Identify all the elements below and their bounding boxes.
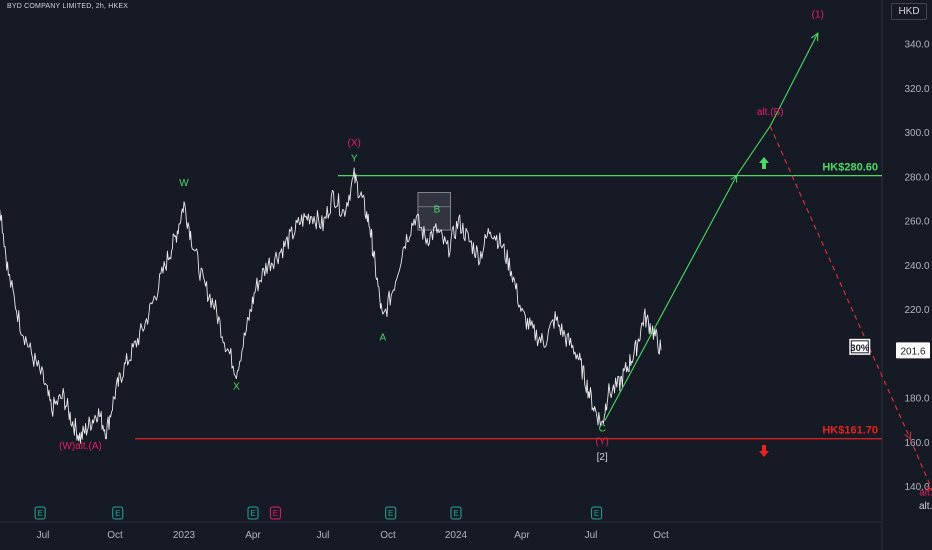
earnings-event-icon: E xyxy=(591,506,603,520)
wave-label: (Y) xyxy=(596,437,609,448)
earnings-event-icon-red: E xyxy=(269,506,281,520)
x-tick-label: Oct xyxy=(653,530,669,541)
event-marker-box xyxy=(247,506,259,520)
event-marker-box xyxy=(591,506,603,520)
up-arrow-shape xyxy=(759,157,769,169)
probability-badge xyxy=(849,338,871,355)
event-marker-glyph: E xyxy=(453,509,458,518)
currency-button[interactable]: HKD xyxy=(891,3,927,20)
y-tick-label: 160.0 xyxy=(904,438,929,449)
y-tick-label: 280.0 xyxy=(904,172,929,183)
earnings-event-icon: E xyxy=(385,506,397,520)
event-marker-glyph: E xyxy=(37,509,42,518)
wave-label: alt.(B) xyxy=(919,488,932,499)
earnings-event-icon: E xyxy=(112,506,124,520)
projection-mid-arrowhead xyxy=(904,431,912,440)
x-tick-label: 2023 xyxy=(173,530,196,541)
projection-mid-arrowhead xyxy=(730,174,738,183)
event-marker-box xyxy=(269,506,281,520)
last-price-text: 201.6 xyxy=(900,346,925,357)
price-axis-panel xyxy=(882,0,932,550)
down-arrow-icon xyxy=(759,445,769,457)
up-arrow-icon xyxy=(759,157,769,169)
level-label: HK$161.70 xyxy=(822,425,878,437)
x-tick-label: Oct xyxy=(380,530,396,541)
x-tick-label: Jul xyxy=(37,530,50,541)
y-tick-label: 180.0 xyxy=(904,394,929,405)
wave-label: (W)alt.(A) xyxy=(59,441,102,452)
wave-label: alt.(B) xyxy=(757,107,784,118)
event-marker-box xyxy=(385,506,397,520)
wave-label: (X) xyxy=(348,138,361,149)
wave-label: [2] xyxy=(597,452,608,463)
projection-path-red xyxy=(769,125,932,492)
symbol-title: BYD COMPANY LIMITED, 2h, HKEX xyxy=(7,3,129,10)
projection-arrowhead xyxy=(811,32,819,42)
wave-label: X xyxy=(233,381,240,392)
y-tick-label: 140.0 xyxy=(904,482,929,493)
wave-label: A xyxy=(379,333,386,344)
projection-path-green xyxy=(604,32,819,421)
event-marker-box xyxy=(34,506,46,520)
earnings-event-icon: E xyxy=(34,506,46,520)
x-tick-label: Oct xyxy=(107,530,123,541)
event-marker-glyph: E xyxy=(594,509,599,518)
x-tick-label: Jul xyxy=(585,530,598,541)
y-tick-label: 300.0 xyxy=(904,128,929,139)
event-marker-glyph: E xyxy=(273,509,278,518)
wave-label: (1) xyxy=(812,10,824,21)
wave-label: C xyxy=(599,423,606,434)
earnings-event-icon: E xyxy=(247,506,259,520)
y-tick-label: 320.0 xyxy=(904,84,929,95)
consolidation-box xyxy=(417,192,451,231)
y-tick-label: 240.0 xyxy=(904,261,929,272)
y-tick-label: 220.0 xyxy=(904,305,929,316)
wave-label: alt. [2] xyxy=(919,501,932,512)
probability-text: 30% xyxy=(850,343,870,354)
event-marker-box xyxy=(112,506,124,520)
x-tick-label: Apr xyxy=(245,530,261,541)
x-tick-label: 2024 xyxy=(445,530,468,541)
down-arrow-shape xyxy=(759,445,769,457)
price-series xyxy=(0,167,662,444)
x-tick-label: Apr xyxy=(514,530,530,541)
x-tick-label: Jul xyxy=(317,530,330,541)
earnings-event-icon: E xyxy=(450,506,462,520)
level-label: HK$280.60 xyxy=(822,162,878,174)
y-tick-label: 340.0 xyxy=(904,40,929,51)
event-marker-glyph: E xyxy=(250,509,255,518)
probability-badge-frame xyxy=(850,340,869,354)
wave-label: Y xyxy=(351,153,358,164)
event-marker-box xyxy=(450,506,462,520)
event-marker-glyph: E xyxy=(115,509,120,518)
wave-label: W xyxy=(179,178,189,189)
projection-arrowhead xyxy=(926,485,932,492)
y-tick-label: 260.0 xyxy=(904,217,929,228)
event-marker-glyph: E xyxy=(388,509,393,518)
last-price-tag xyxy=(896,342,930,359)
wave-label: B xyxy=(434,204,441,215)
